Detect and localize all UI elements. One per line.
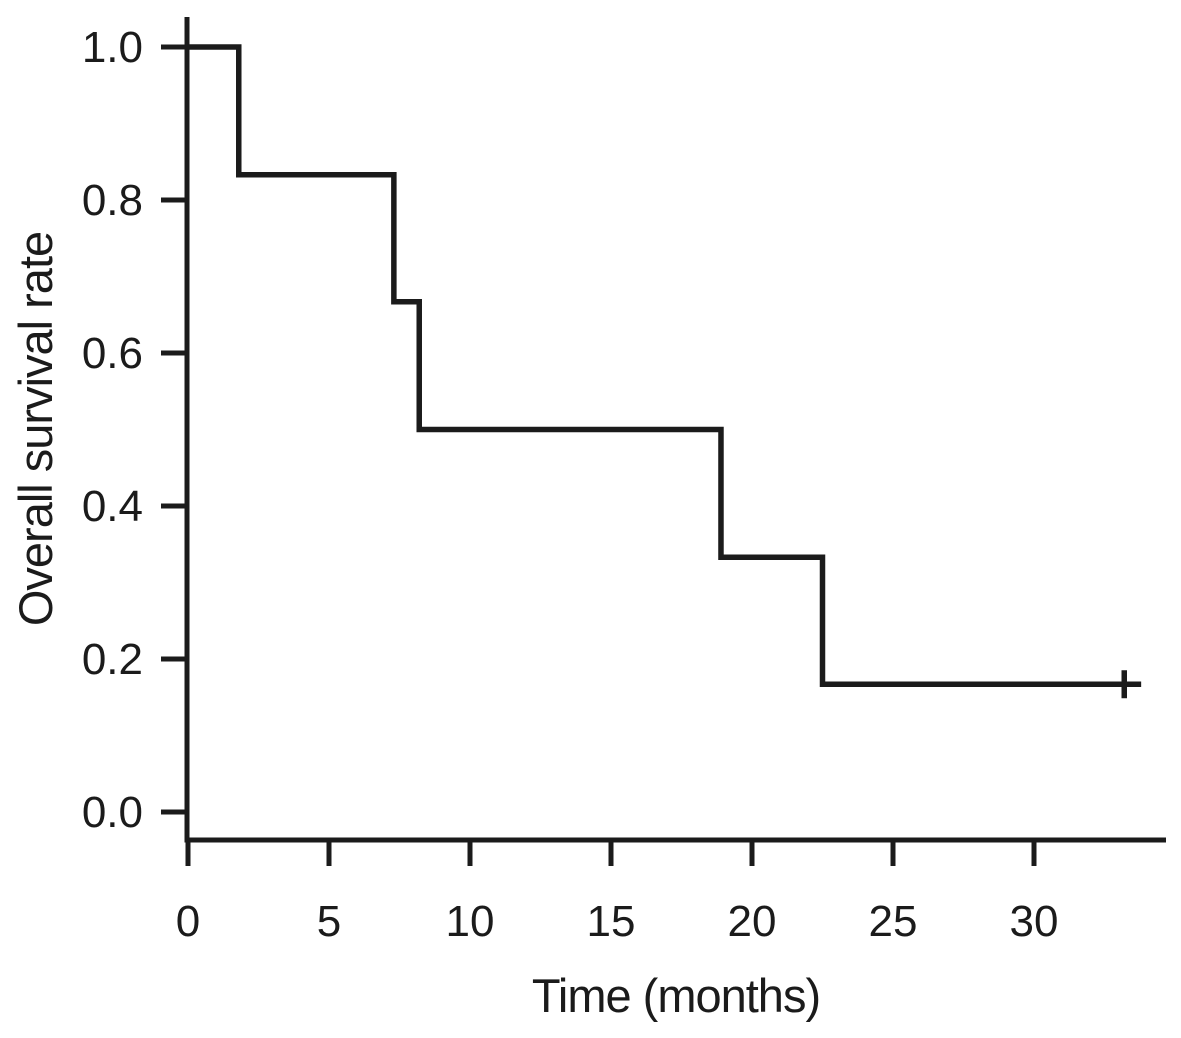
survival-curve: [188, 44, 1142, 687]
x-axis-title: Time (months): [532, 969, 820, 1022]
x-tick-label: 30: [1010, 897, 1059, 946]
y-tick-label: 0.8: [82, 176, 143, 225]
x-tick-label: 20: [728, 897, 777, 946]
x-tick-label: 15: [587, 897, 636, 946]
x-tick-label: 0: [176, 897, 200, 946]
y-axis-title: Overall survival rate: [9, 232, 62, 626]
y-tick-label: 0.4: [82, 482, 143, 531]
x-tick-label: 5: [317, 897, 341, 946]
x-tick-label: 10: [446, 897, 495, 946]
y-tick-label: 1.0: [82, 23, 143, 72]
y-tick-label: 0.0: [82, 788, 143, 837]
y-tick-label: 0.2: [82, 635, 143, 684]
x-tick-label: 25: [869, 897, 918, 946]
y-tick-label: 0.6: [82, 329, 143, 378]
plot-marks: 0.0 0.2 0.4 0.6 0.8 1.0 0 5 10 15 20 25 30: [82, 17, 1166, 946]
